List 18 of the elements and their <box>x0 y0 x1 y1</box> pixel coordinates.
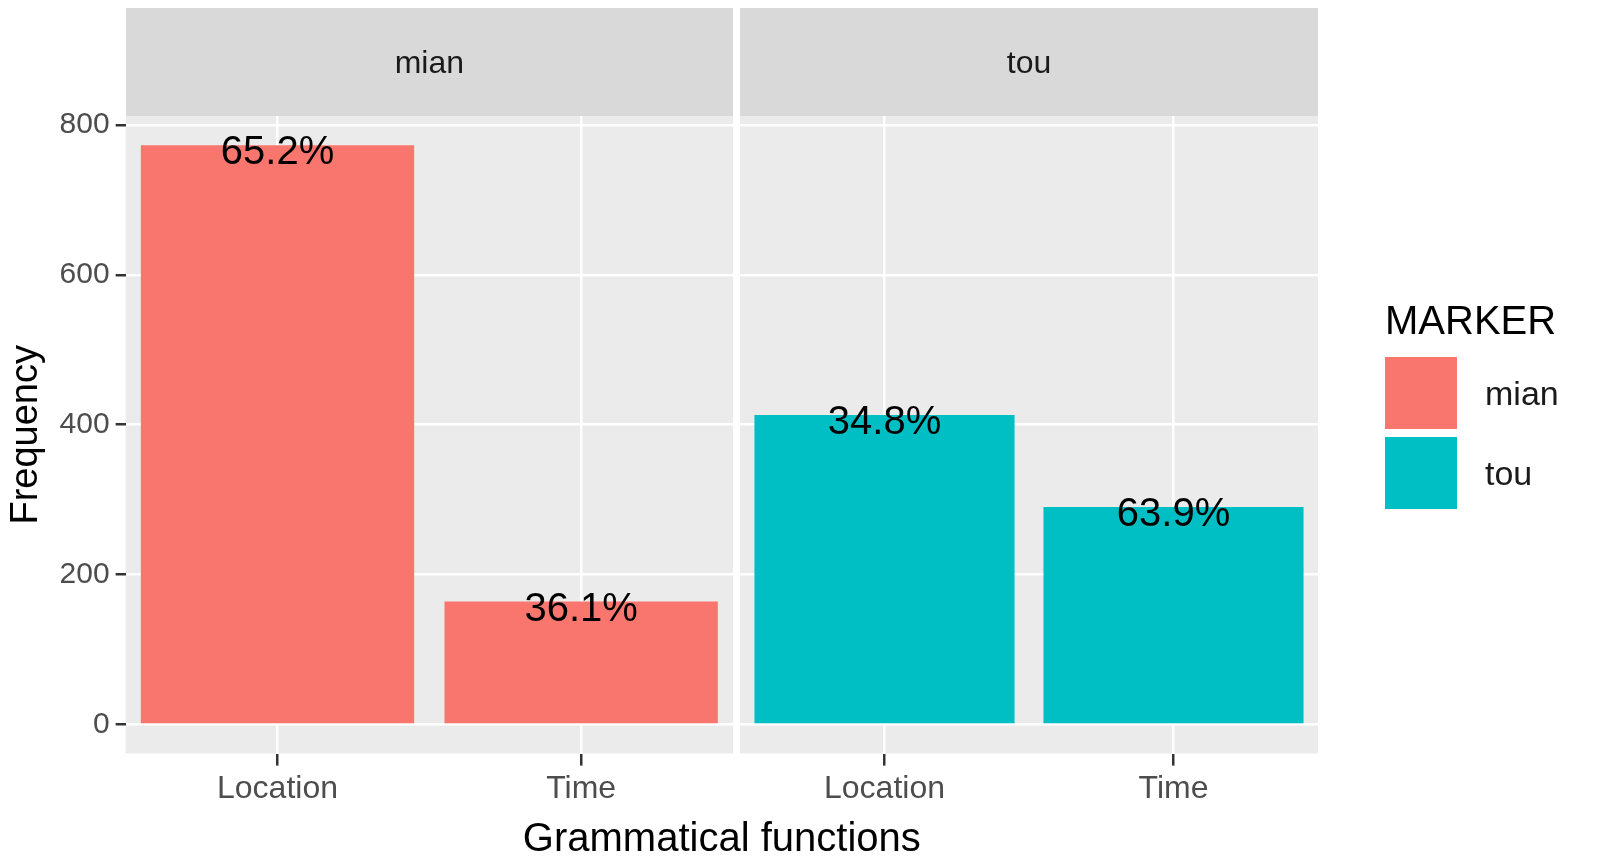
x-tick-label: Location <box>824 768 945 805</box>
chart-title: mian <box>125 8 733 116</box>
chart-title: tou <box>740 8 1318 116</box>
y-tick-label: 200 <box>59 555 110 589</box>
y-tick-label: 800 <box>59 106 110 140</box>
y-tick-label: 0 <box>92 705 110 739</box>
y-tick-label: 400 <box>59 405 110 439</box>
x-tick-label: Time <box>1138 768 1209 805</box>
x-axis-title: Grammatical functions <box>521 815 922 860</box>
annotation: 36.1% <box>524 584 638 629</box>
legend-label: mian <box>1485 373 1559 413</box>
x-tick-label: Location <box>217 768 338 805</box>
y-tick-label: 600 <box>59 256 110 290</box>
y-axis-title: Frequency <box>3 345 46 525</box>
legend-title: MARKER <box>1385 298 1558 343</box>
x-tick-label: Time <box>546 768 617 805</box>
annotation: 65.2% <box>220 128 335 173</box>
legend-label: tou <box>1485 453 1533 493</box>
